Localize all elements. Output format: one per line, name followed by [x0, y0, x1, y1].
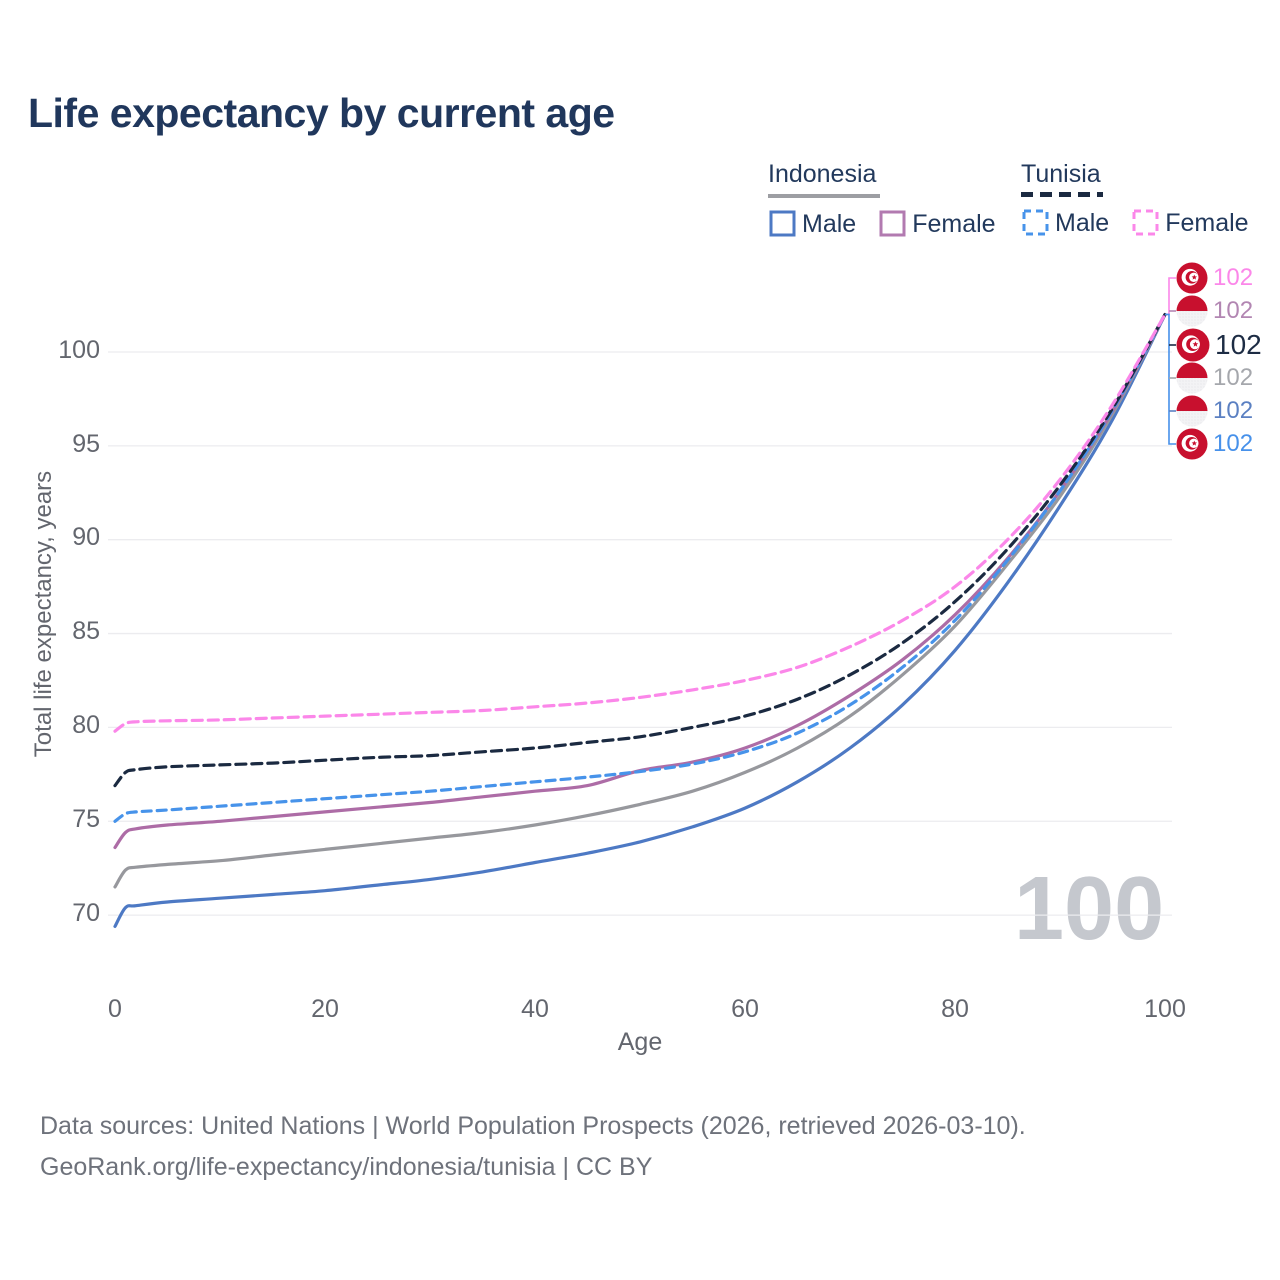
legend-item-label: Female [912, 209, 996, 238]
x-tick-label: 40 [521, 995, 549, 1023]
series-line-indonesia-male[interactable] [113, 312, 1167, 928]
attribution-line: GeoRank.org/life-expectancy/indonesia/tu… [40, 1153, 653, 1181]
leader-line-top [1165, 277, 1176, 316]
end-label-value: 102 [1215, 329, 1262, 360]
legend-item-label: Male [1055, 208, 1110, 237]
y-tick-label: 85 [72, 617, 100, 645]
leader-line-bottom [1165, 313, 1176, 445]
series-line-tunisia-total[interactable] [113, 312, 1167, 788]
x-axis-title: Age [617, 1028, 663, 1056]
y-tick-label: 100 [58, 336, 100, 364]
series-line-tunisia-male[interactable] [113, 312, 1167, 823]
indonesia-flag-icon [1176, 395, 1208, 427]
legend-item-tunisia-female[interactable]: Female [1131, 208, 1249, 238]
legend-country-label: Tunisia [1021, 160, 1101, 188]
end-label-value: 102 [1213, 430, 1254, 457]
x-tick-label: 80 [941, 995, 969, 1023]
y-tick-label: 75 [72, 805, 100, 833]
dashed-swatch-icon [1132, 209, 1159, 236]
footer: Data sources: United Nations | World Pop… [40, 1106, 1026, 1188]
indonesia-solid-line-sample [768, 194, 880, 198]
legend-item-label: Female [1165, 208, 1249, 237]
legend-item-indonesia-male[interactable]: Male [768, 209, 856, 239]
end-label-indonesia-male: 102 [1176, 395, 1253, 427]
legend-item-tunisia-male[interactable]: Male [1021, 208, 1109, 238]
end-label-value: 102 [1213, 264, 1254, 291]
indonesia-flag-icon [1176, 295, 1208, 327]
legend-item-indonesia-female[interactable]: Female [878, 209, 996, 239]
end-label-value: 102 [1213, 364, 1254, 391]
end-label-indonesia-total: 102 [1176, 362, 1253, 394]
end-label-value: 102 [1213, 297, 1254, 324]
legend-group-tunisia: Tunisia Male Female [1021, 160, 1271, 238]
tunisia-flag-icon [1176, 328, 1210, 362]
legend-country-label: Indonesia [768, 160, 877, 188]
end-label-tunisia-male: 102 [1176, 428, 1253, 460]
end-label-value: 102 [1213, 397, 1254, 424]
x-tick-label: 0 [108, 995, 122, 1023]
solid-swatch-icon [769, 210, 796, 237]
page-title: Life expectancy by current age [28, 90, 615, 136]
tunisia-flag-icon [1176, 262, 1208, 294]
series-lines [113, 312, 1167, 928]
y-tick-label: 80 [72, 711, 100, 739]
age-watermark: 100 [1014, 859, 1165, 959]
dashed-swatch-icon [1022, 209, 1049, 236]
y-tick-label: 90 [72, 523, 100, 551]
end-label-tunisia-total: 102 [1176, 328, 1262, 362]
tunisia-dashed-line-sample [1021, 192, 1103, 197]
legend-item-label: Male [802, 209, 857, 238]
solid-swatch-icon [879, 210, 906, 237]
y-tick-label: 70 [72, 899, 100, 927]
data-sources-line: Data sources: United Nations | World Pop… [40, 1112, 1026, 1140]
x-tick-label: 100 [1144, 995, 1186, 1023]
series-line-indonesia-total[interactable] [113, 312, 1167, 889]
tunisia-flag-icon [1176, 428, 1208, 460]
series-line-tunisia-female[interactable] [113, 312, 1167, 733]
end-label-leader-lines [1165, 277, 1176, 445]
end-label-indonesia-female: 102 [1176, 295, 1253, 327]
x-tick-label: 60 [731, 995, 759, 1023]
y-axis-title: Total life expectancy, years [30, 470, 57, 758]
end-label-tunisia-female: 102 [1176, 262, 1253, 294]
gridlines [108, 351, 1172, 916]
indonesia-flag-icon [1176, 362, 1208, 394]
x-tick-label: 20 [311, 995, 339, 1023]
y-tick-label: 95 [72, 430, 100, 458]
legend-group-indonesia: Indonesia Male Female [768, 160, 1018, 239]
